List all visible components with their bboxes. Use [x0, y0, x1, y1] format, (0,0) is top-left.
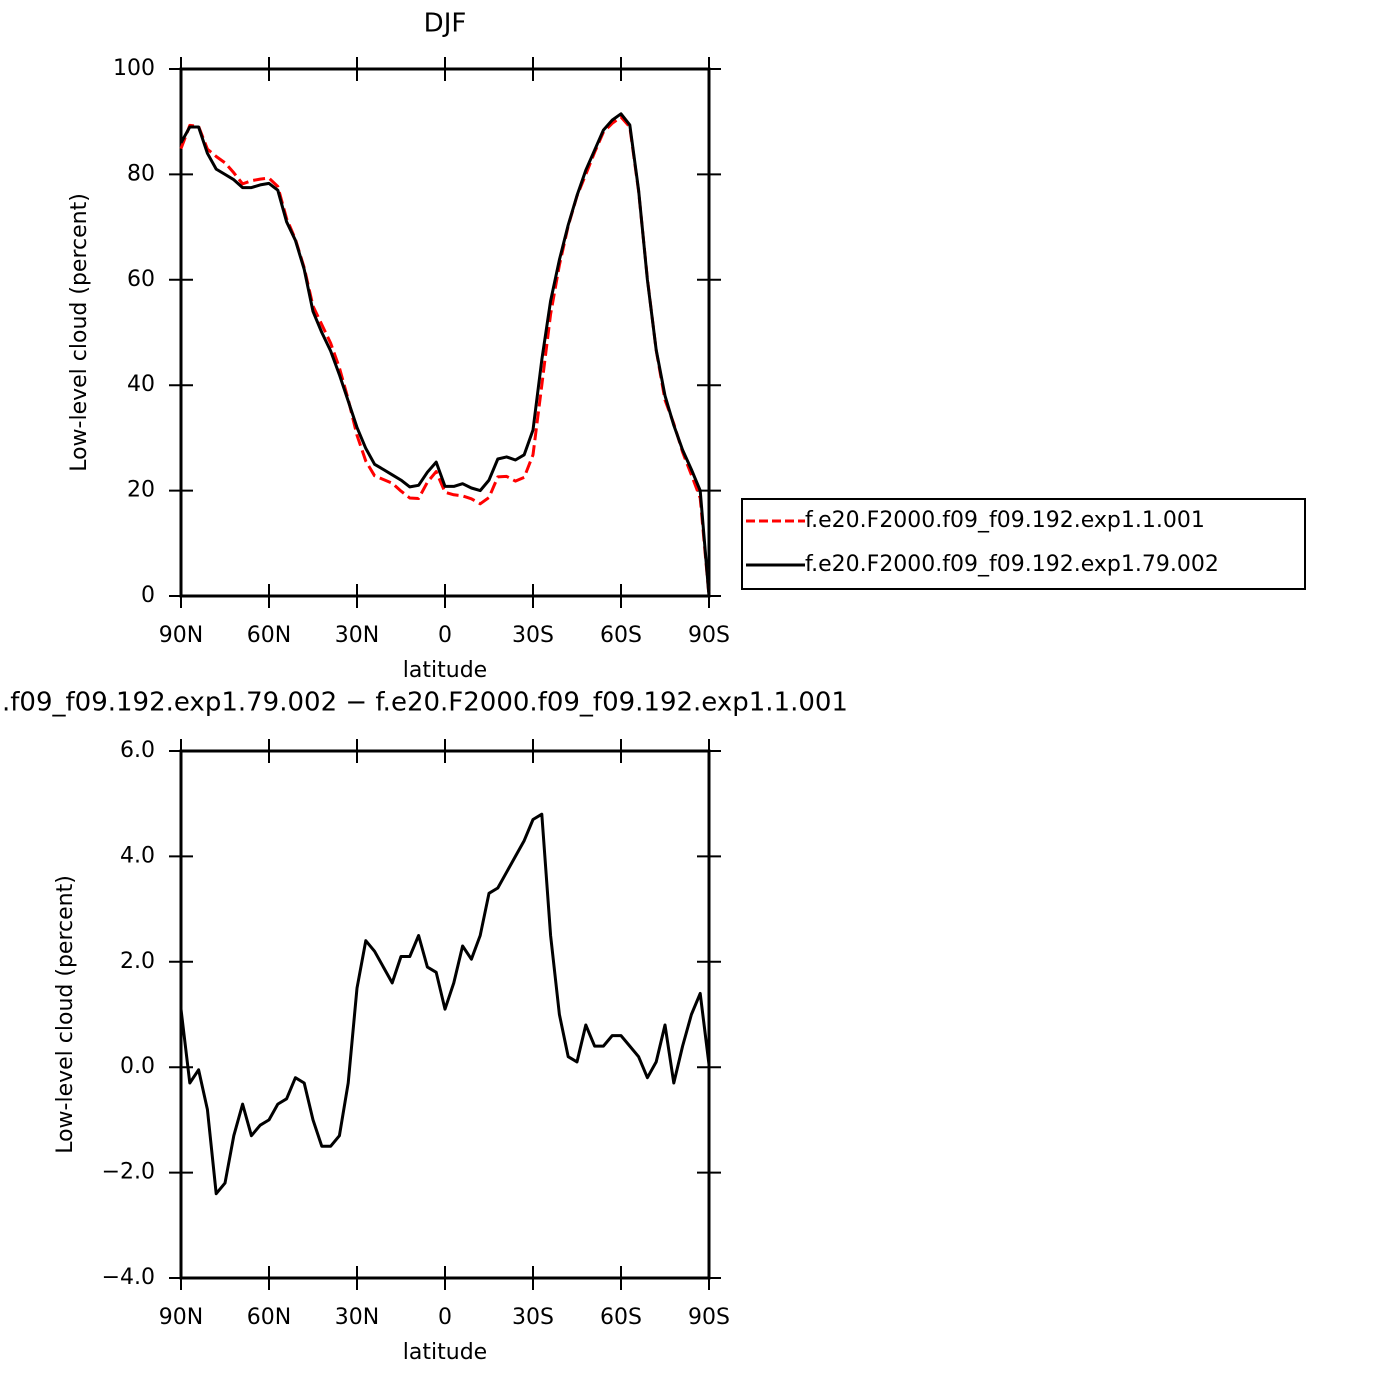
x-tick-label: 0 — [438, 623, 452, 648]
chart-title: .f09_f09.192.exp1.79.002 − f.e20.F2000.f… — [2, 688, 848, 718]
x-axis-label: latitude — [403, 658, 487, 683]
x-tick-label: 30S — [512, 1305, 554, 1330]
legend-box — [741, 498, 1306, 590]
y-tick-label: −2.0 — [102, 1160, 155, 1185]
data-line — [179, 812, 711, 1196]
data-line — [179, 112, 711, 597]
plot-frame — [179, 67, 711, 598]
x-tick-label: 60S — [600, 1305, 642, 1330]
x-tick-label: 90N — [159, 623, 203, 648]
y-axis-label: Low-level cloud (percent) — [53, 875, 78, 1154]
x-tick-label: 60N — [247, 1305, 291, 1330]
x-tick-label: 30S — [512, 623, 554, 648]
x-tick-label: 60N — [247, 623, 291, 648]
y-tick-label: −4.0 — [102, 1265, 155, 1290]
x-tick-label: 60S — [600, 623, 642, 648]
x-tick-label: 90N — [159, 1305, 203, 1330]
y-tick-label: 80 — [127, 161, 155, 186]
y-tick-label: 100 — [113, 56, 155, 81]
x-tick-label: 90S — [688, 1305, 730, 1330]
legend-label: f.e20.F2000.f09_f09.192.exp1.79.002 — [805, 552, 1219, 577]
y-tick-label: 2.0 — [120, 949, 155, 974]
y-tick-label: 0 — [141, 583, 155, 608]
x-tick-label: 90S — [688, 623, 730, 648]
plot-frame — [179, 749, 711, 1280]
x-axis-label: latitude — [403, 1340, 487, 1365]
y-tick-label: 0.0 — [120, 1054, 155, 1079]
y-tick-label: 40 — [127, 372, 155, 397]
data-line — [179, 115, 711, 597]
y-tick-label: 6.0 — [120, 738, 155, 763]
y-axis-label: Low-level cloud (percent) — [67, 193, 92, 472]
x-tick-label: 30N — [335, 1305, 379, 1330]
chart-title: DJF — [424, 9, 467, 39]
y-tick-label: 20 — [127, 478, 155, 503]
y-tick-label: 60 — [127, 267, 155, 292]
x-tick-label: 30N — [335, 623, 379, 648]
x-tick-label: 0 — [438, 1305, 452, 1330]
legend-label: f.e20.F2000.f09_f09.192.exp1.1.001 — [805, 508, 1205, 533]
y-tick-label: 4.0 — [120, 843, 155, 868]
